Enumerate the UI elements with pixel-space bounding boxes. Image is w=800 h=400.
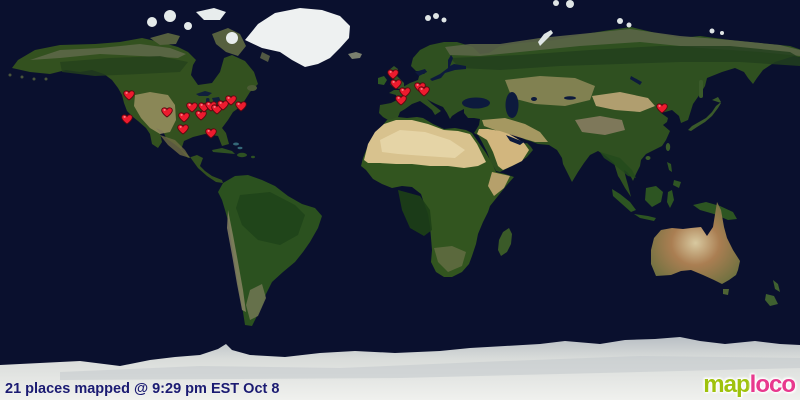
philippines — [667, 162, 681, 188]
maploco-logo[interactable]: maploco — [703, 371, 796, 399]
madagascar — [498, 228, 512, 256]
eurasia — [379, 27, 800, 197]
sakhalin — [699, 80, 703, 98]
new-zealand — [765, 280, 780, 306]
north-america — [12, 38, 258, 183]
status-bar-text: 21 places mapped @ 9:29 pm EST Oct 8 — [5, 381, 280, 397]
inland-seas — [415, 55, 642, 145]
indonesia — [612, 186, 737, 221]
ireland — [378, 76, 387, 85]
australia — [651, 202, 740, 284]
logo-loco: loco — [749, 371, 796, 398]
taiwan — [665, 143, 671, 151]
greenland — [245, 8, 350, 67]
iceland — [348, 52, 362, 59]
japan — [688, 97, 721, 131]
logo-map: map — [703, 371, 750, 398]
tasmania — [723, 289, 729, 295]
